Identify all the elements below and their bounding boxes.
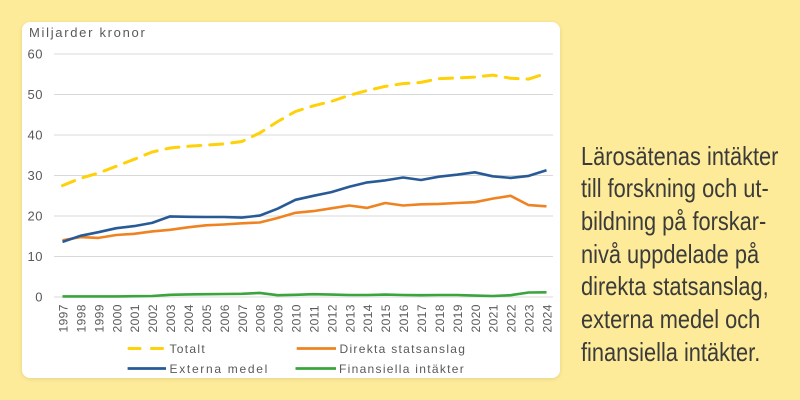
svg-text:2009: 2009	[272, 304, 286, 332]
svg-text:Direkta statsanslag: Direkta statsanslag	[340, 342, 467, 356]
svg-text:2017: 2017	[415, 304, 429, 332]
svg-text:2010: 2010	[290, 304, 304, 332]
svg-text:2000: 2000	[110, 304, 124, 332]
svg-text:1999: 1999	[92, 304, 106, 332]
svg-text:10: 10	[28, 249, 43, 264]
svg-text:0: 0	[35, 290, 43, 305]
svg-text:2019: 2019	[451, 304, 465, 332]
svg-text:2006: 2006	[218, 304, 232, 332]
svg-text:2018: 2018	[433, 304, 447, 332]
svg-text:2023: 2023	[523, 304, 537, 332]
svg-text:2020: 2020	[469, 304, 483, 332]
svg-text:40: 40	[28, 128, 43, 143]
svg-text:2021: 2021	[487, 304, 501, 332]
svg-text:20: 20	[28, 209, 43, 224]
svg-text:Finansiella intäkter: Finansiella intäkter	[339, 362, 465, 376]
svg-text:Miljarder kronor: Miljarder kronor	[29, 25, 147, 40]
svg-text:Totalt: Totalt	[170, 342, 206, 356]
svg-text:2011: 2011	[308, 305, 322, 332]
svg-text:2016: 2016	[397, 304, 411, 332]
svg-text:2003: 2003	[164, 304, 178, 332]
svg-text:2004: 2004	[182, 304, 196, 332]
svg-text:60: 60	[28, 47, 43, 62]
svg-text:30: 30	[28, 168, 43, 183]
svg-text:2002: 2002	[146, 304, 160, 332]
svg-text:2015: 2015	[379, 304, 393, 332]
svg-text:2024: 2024	[541, 304, 555, 332]
svg-text:2012: 2012	[325, 304, 339, 332]
svg-text:2008: 2008	[254, 304, 268, 332]
svg-text:1998: 1998	[74, 304, 88, 332]
svg-text:2013: 2013	[343, 304, 357, 332]
svg-text:2007: 2007	[236, 304, 250, 332]
svg-text:Externa medel: Externa medel	[170, 362, 269, 376]
svg-text:50: 50	[28, 87, 43, 102]
svg-text:2014: 2014	[361, 304, 375, 332]
svg-text:1997: 1997	[57, 304, 71, 332]
svg-text:2001: 2001	[128, 304, 142, 332]
svg-text:2005: 2005	[200, 304, 214, 332]
svg-text:2022: 2022	[505, 304, 519, 332]
